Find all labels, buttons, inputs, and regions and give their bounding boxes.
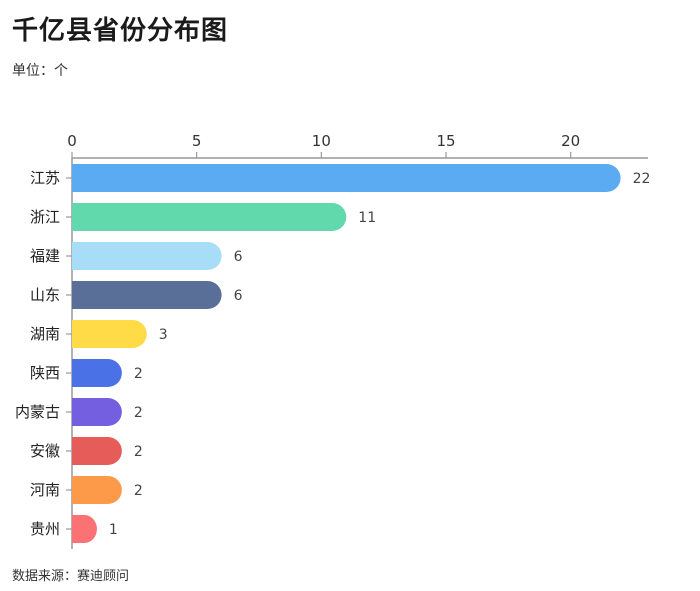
value-label: 6 [234, 288, 243, 304]
value-label: 2 [134, 405, 143, 421]
category-label: 陕西 [30, 364, 60, 382]
category-label: 山东 [30, 286, 60, 304]
bar [72, 164, 621, 192]
category-label: 河南 [30, 481, 60, 499]
bar-base [72, 515, 86, 543]
chart-title: 千亿县省份分布图 [12, 16, 229, 46]
value-label: 2 [134, 483, 143, 499]
value-label: 22 [633, 171, 651, 187]
value-label: 11 [358, 210, 376, 226]
category-label: 贵州 [30, 520, 60, 538]
bar [72, 281, 222, 309]
x-axis: 0 5 10 15 20 [67, 132, 648, 549]
value-label: 3 [159, 327, 168, 343]
category-label: 浙江 [30, 208, 60, 226]
x-tick-label: 20 [561, 132, 580, 150]
value-label: 2 [134, 366, 143, 382]
x-tick-label: 15 [436, 132, 455, 150]
value-label: 6 [234, 249, 243, 265]
x-tick-label: 10 [312, 132, 331, 150]
bar-base [72, 281, 86, 309]
category-label: 安徽 [30, 442, 60, 460]
bar-base [72, 437, 86, 465]
x-tick-label: 0 [67, 132, 77, 150]
bar [72, 203, 347, 231]
bar-base [72, 203, 86, 231]
bar-base [72, 242, 86, 270]
bar-base [72, 359, 86, 387]
bar-base [72, 476, 86, 504]
category-label: 湖南 [30, 325, 60, 343]
chart-subtitle: 单位：个 [12, 63, 68, 79]
bar-base [72, 398, 86, 426]
category-label: 内蒙古 [15, 403, 60, 421]
x-tick-label: 5 [192, 132, 202, 150]
category-label: 江苏 [30, 169, 60, 187]
data-source-note: 数据来源：赛迪顾问 [12, 569, 130, 584]
bar-base [72, 320, 86, 348]
bar [72, 242, 222, 270]
value-label: 1 [109, 522, 118, 538]
bar-base [72, 164, 86, 192]
bar [72, 320, 147, 348]
category-label: 福建 [30, 247, 60, 265]
value-label: 2 [134, 444, 143, 460]
bars-group [72, 164, 621, 543]
